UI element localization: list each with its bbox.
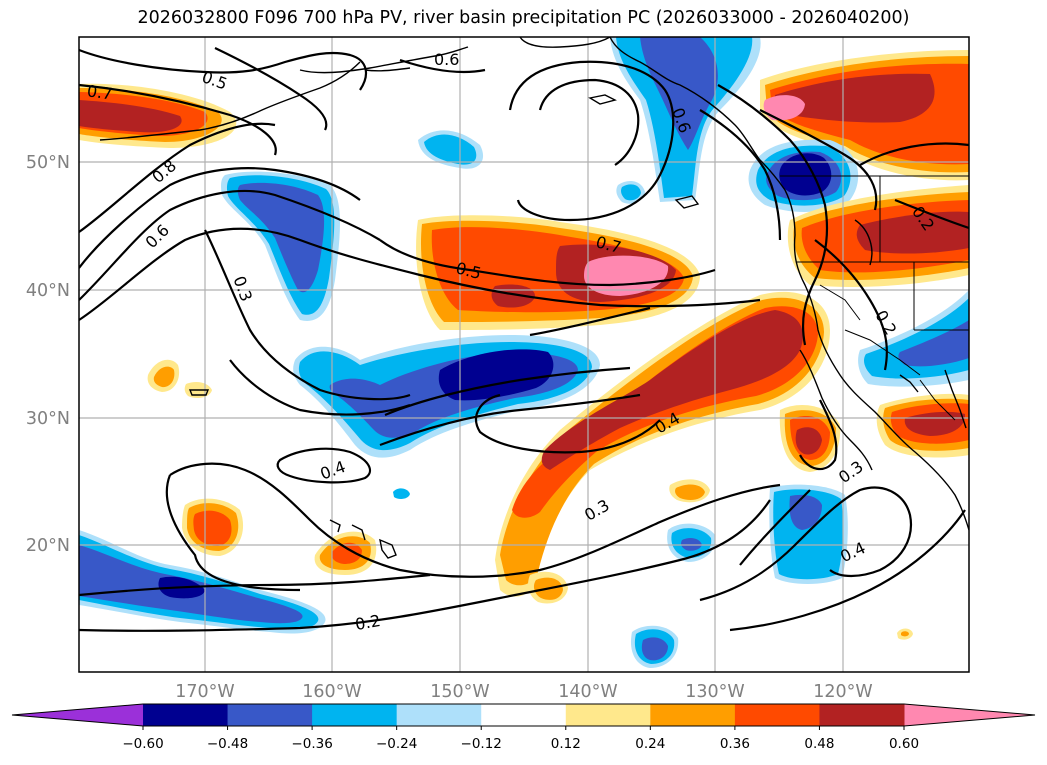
colorbar-tick-label: 0.60 — [889, 736, 919, 752]
colorbar-tick-label: −0.48 — [207, 736, 248, 752]
colorbar-swatch — [396, 704, 482, 726]
colorbar-tick-label: −0.36 — [291, 736, 332, 752]
lon-label: 150°W — [430, 682, 489, 702]
precipitation-pc-field — [79, 37, 969, 668]
colorbar-swatch — [143, 704, 229, 726]
map-frame — [78, 36, 970, 673]
lat-label: 40°N — [26, 281, 70, 301]
lon-label: 130°W — [685, 682, 744, 702]
colorbar-labels: −0.60 −0.48 −0.36 −0.24 −0.12 0.12 0.24 0.36 0.4… — [122, 726, 919, 752]
colorbar-tick-label: 0.36 — [720, 736, 750, 752]
contour-label: 0.3 — [581, 495, 613, 524]
coastlines — [99, 37, 969, 559]
colorbar-swatch — [565, 704, 651, 726]
colorbar-tick-label: 0.12 — [551, 736, 581, 752]
contour-label: 0.3 — [230, 273, 257, 303]
colorbar-swatch — [481, 704, 567, 726]
contour-label: 0.6 — [434, 50, 459, 69]
colorbar-swatch — [819, 704, 905, 726]
longitude-labels: 170°W 160°W 150°W 140°W 130°W 120°W — [175, 682, 872, 702]
colorbar-swatch — [650, 704, 736, 726]
pv-contours — [79, 47, 969, 632]
colorbar-extend-max — [904, 704, 1035, 726]
colorbar-tick-label: 0.24 — [635, 736, 665, 752]
colorbar-tick-label: −0.60 — [122, 736, 163, 752]
colorbar-swatch — [734, 704, 820, 726]
contour-label: 0.5 — [199, 67, 229, 94]
latitude-labels: 50°N 40°N 30°N 20°N — [26, 153, 70, 556]
lat-label: 30°N — [26, 409, 70, 429]
colorbar-swatch — [227, 704, 313, 726]
colorbar-swatch — [312, 704, 398, 726]
contour-label: 0.2 — [354, 611, 382, 634]
contour-label: 0.7 — [86, 81, 114, 103]
contour-label: 0.3 — [835, 457, 867, 487]
map-title: 2026032800 F096 700 hPa PV, river basin … — [137, 8, 910, 28]
colorbar-tick-label: 0.48 — [804, 736, 834, 752]
country-state-borders — [780, 175, 969, 421]
colorbar-extend-min — [12, 704, 143, 726]
colorbar-tick-label: −0.24 — [376, 736, 417, 752]
lat-label: 20°N — [26, 536, 70, 556]
colorbar-tick-label: −0.12 — [461, 736, 502, 752]
contour-label: 0.4 — [318, 457, 348, 484]
lon-label: 160°W — [302, 682, 361, 702]
lon-label: 120°W — [813, 682, 872, 702]
lon-label: 170°W — [175, 682, 234, 702]
lat-label: 50°N — [26, 153, 70, 173]
colorbar — [11, 703, 1036, 727]
contour-label: 0.6 — [142, 221, 173, 252]
graticule — [79, 37, 969, 672]
lon-label: 140°W — [558, 682, 617, 702]
